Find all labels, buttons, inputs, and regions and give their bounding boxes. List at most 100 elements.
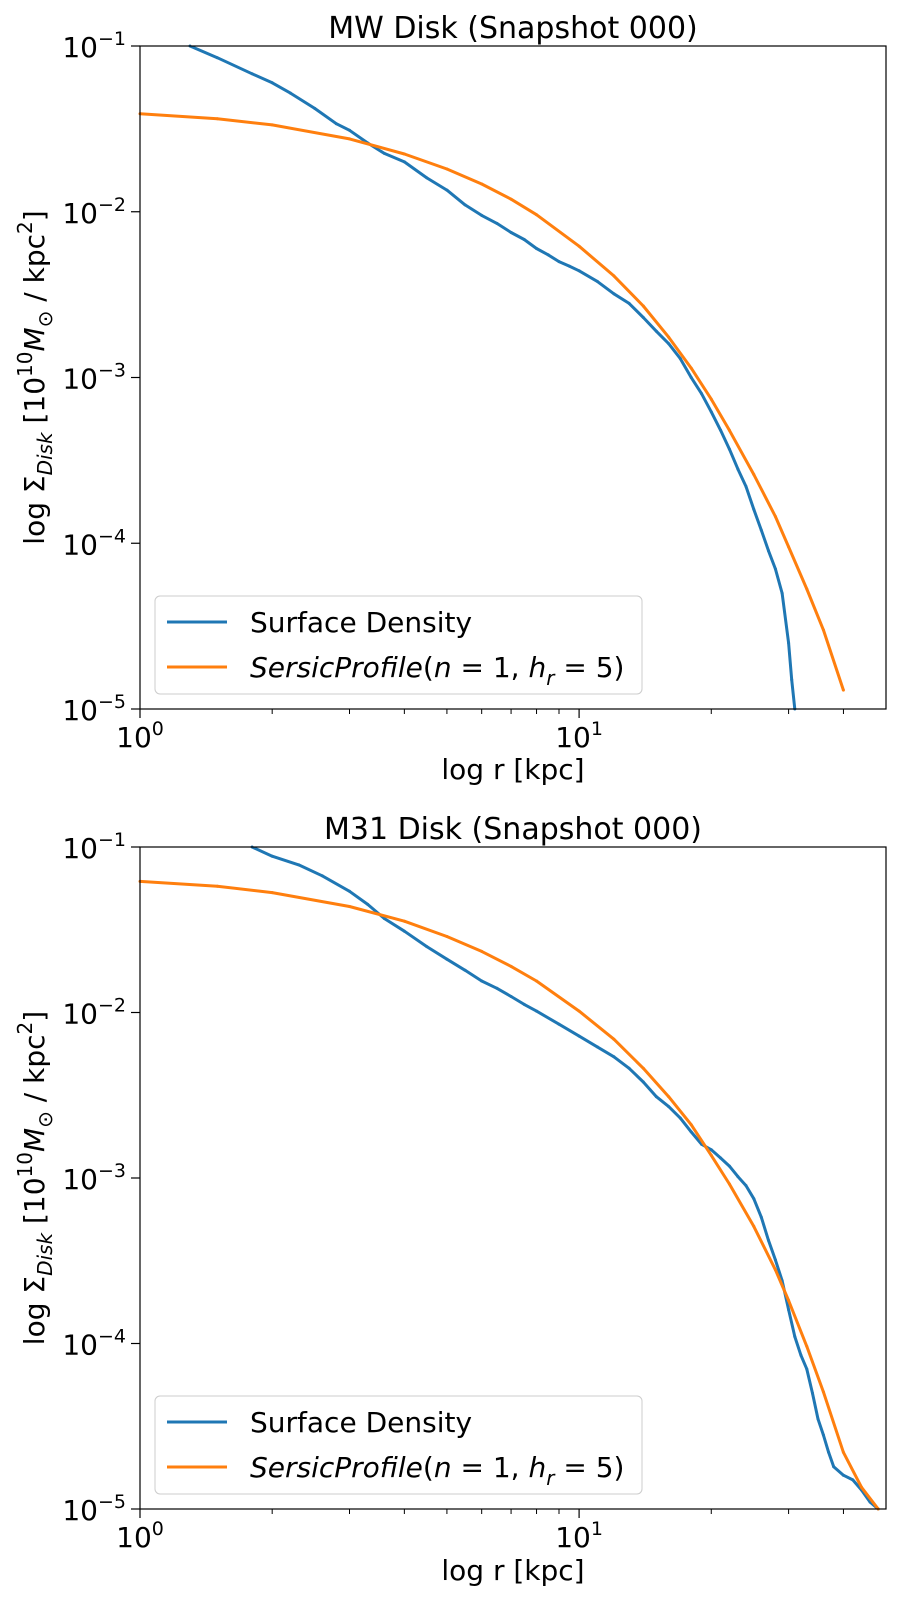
data-point	[595, 1045, 599, 1049]
data-point	[811, 1391, 814, 1395]
data-point	[667, 1095, 671, 1099]
data-point	[348, 905, 351, 908]
data-point	[313, 106, 317, 110]
data-point	[445, 957, 449, 961]
data-point	[612, 274, 616, 278]
y-tick-label: 10−2	[62, 194, 126, 230]
data-point	[821, 1390, 825, 1394]
data-point	[793, 1335, 797, 1339]
data-point	[509, 995, 513, 998]
legend-box	[154, 595, 643, 695]
x-tick-label: 100	[116, 1518, 164, 1554]
data-point	[667, 335, 671, 339]
data-point	[654, 1095, 658, 1099]
data-point	[709, 397, 713, 401]
data-point	[270, 81, 274, 85]
data-point	[641, 304, 645, 308]
data-point	[270, 854, 274, 858]
data-point	[719, 1156, 723, 1160]
data-point	[719, 428, 723, 432]
data-point	[215, 56, 219, 60]
y-tick-label: 10−1	[62, 829, 126, 865]
data-point	[641, 316, 645, 319]
data-point	[787, 641, 791, 645]
data-point	[402, 929, 406, 933]
data-point	[348, 137, 351, 141]
data-point	[727, 428, 731, 432]
data-point	[752, 1224, 756, 1228]
data-point	[577, 1034, 581, 1038]
data-point	[612, 292, 616, 296]
x-tick-label: 101	[555, 718, 603, 754]
data-point	[522, 1002, 526, 1006]
data-point	[402, 919, 406, 923]
data-point	[535, 1009, 538, 1013]
data-point	[805, 1344, 809, 1348]
data-point	[816, 1417, 820, 1421]
data-point	[641, 1080, 645, 1084]
legend-label: Surface Density	[250, 1406, 472, 1439]
data-point	[709, 1153, 713, 1157]
data-point	[215, 117, 219, 121]
data-point	[767, 1238, 770, 1242]
data-point	[445, 167, 449, 171]
data-point	[270, 123, 274, 127]
legend: Surface Density SersicProfile(n = 1, hr =…	[154, 595, 643, 695]
y-tick-label: 10−5	[62, 1491, 126, 1527]
y-tick-label: 10−1	[62, 28, 126, 64]
data-point	[509, 231, 513, 234]
data-point	[851, 1478, 855, 1482]
y-tick-label: 10−4	[62, 1326, 126, 1362]
data-point	[841, 1473, 845, 1477]
series-line-2	[140, 112, 845, 691]
data-point	[627, 1066, 631, 1070]
data-point	[480, 182, 484, 186]
data-point	[546, 253, 550, 257]
data-point	[689, 1130, 693, 1134]
data-point	[752, 507, 756, 511]
y-tick-label: 10−3	[62, 360, 126, 396]
data-point	[641, 1066, 645, 1070]
data-point	[727, 1164, 731, 1168]
data-point	[667, 342, 671, 346]
data-point	[678, 1116, 682, 1120]
y-tick-label: 10−3	[62, 1160, 126, 1196]
data-point	[759, 528, 763, 532]
data-point	[773, 515, 777, 518]
data-point	[787, 1308, 791, 1312]
y-tick-label: 10−5	[62, 691, 126, 727]
data-point	[288, 91, 292, 95]
data-point	[567, 264, 571, 268]
data-point	[799, 1353, 803, 1357]
data-point	[759, 1215, 763, 1219]
data-point	[334, 122, 338, 126]
data-point	[577, 244, 581, 248]
data-point	[382, 917, 386, 920]
data-point	[297, 863, 301, 867]
data-point	[832, 1465, 836, 1469]
data-point	[667, 1105, 671, 1109]
legend-box	[154, 1395, 643, 1495]
data-point	[366, 902, 370, 906]
data-point	[821, 1433, 825, 1437]
data-point	[654, 329, 658, 333]
data-point	[577, 1009, 581, 1013]
data-point	[348, 128, 351, 132]
data-point	[509, 964, 513, 968]
x-axis-label: log r [kpc]	[441, 753, 584, 786]
data-point	[320, 874, 324, 878]
chart-panel-2: 100 101 10−1 10−2 10−3 10−4 10−5 M31 Disk (Snap…	[13, 812, 887, 1587]
data-point	[841, 688, 845, 692]
data-point	[678, 357, 682, 361]
chart-title: M31 Disk (Snapshot 000)	[324, 812, 702, 847]
data-point	[463, 203, 467, 207]
data-point	[595, 279, 599, 283]
y-tick-label: 10−2	[62, 995, 126, 1031]
data-point	[821, 628, 825, 632]
data-point	[522, 238, 526, 241]
data-point	[805, 587, 809, 591]
y-axis-label: log ΣDisk [1010M⊙ / kpc2]	[13, 210, 57, 544]
data-point	[767, 549, 770, 553]
data-point	[787, 545, 791, 549]
chart-panel-1: 100 101 10−1 10−2 10−3 10−4 10−5 MW Disk (Snaps…	[13, 11, 887, 786]
